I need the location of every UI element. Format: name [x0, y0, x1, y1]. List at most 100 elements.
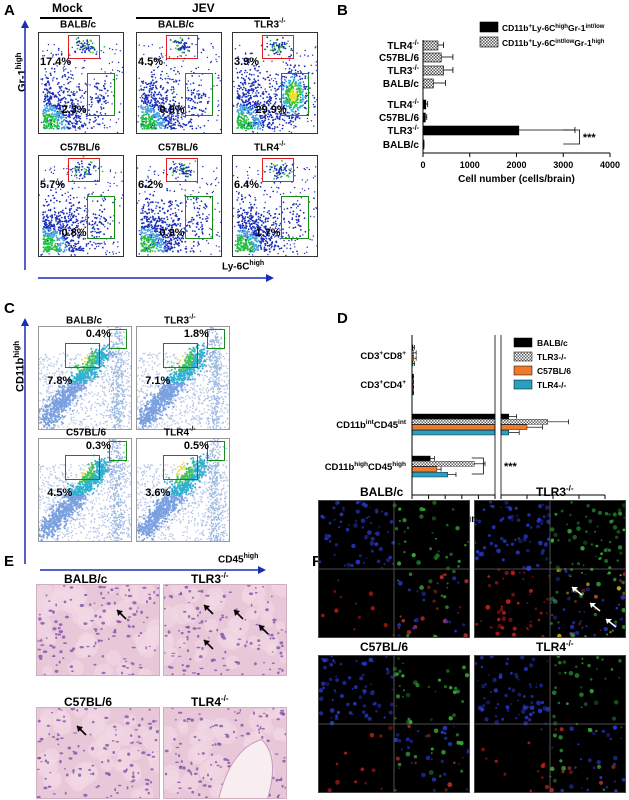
bar: [422, 40, 439, 51]
green-gate: [184, 196, 214, 239]
legend-label: TLR4-/-: [537, 380, 566, 390]
legend-label: CD11b+Ly-6Cint/lowGr-1high: [502, 38, 605, 48]
bar: [411, 419, 496, 425]
category-label: C57BL/6: [379, 113, 419, 124]
red-gate: [262, 35, 295, 59]
green-gate: [206, 329, 226, 350]
legend-label: BALB/c: [537, 338, 568, 348]
plot-title-text: BALB/c: [158, 19, 195, 31]
legend-label: C57BL/6: [537, 366, 571, 376]
red-gate-percent: 3.6%: [145, 486, 171, 499]
plot-title-sup: -/-: [189, 426, 196, 433]
red-gate: [64, 455, 100, 480]
flow-scatter-plot: [136, 32, 222, 134]
legend-swatch: [513, 351, 533, 362]
group-jev-label: JEV: [192, 1, 215, 15]
red-gate-percent: 6.2%: [138, 179, 164, 191]
panel-a-plot-title: TLR4-/-: [254, 141, 286, 153]
green-gate: [108, 329, 128, 350]
panel-e-letter: E: [4, 553, 15, 570]
plot-title-sup: -/-: [279, 18, 286, 25]
green-gate-percent: 1.7%: [255, 227, 281, 239]
if-quadrants: [319, 656, 469, 792]
if-title: BALB/c: [360, 484, 403, 499]
category-label: TLR4-/-: [387, 40, 419, 52]
category-label: BALB/c: [383, 79, 420, 90]
bar: [422, 78, 434, 89]
flow-density-plot: [136, 326, 230, 430]
flow-dots: [137, 37, 221, 133]
red-gate: [166, 35, 199, 59]
panel-a-plot-title: C57BL/6: [60, 141, 100, 153]
legend-swatch: [479, 21, 499, 33]
red-gate: [68, 158, 101, 182]
he-stain-texture: [37, 585, 159, 675]
green-gate: [280, 73, 310, 116]
red-gate-percent: 4.5%: [47, 486, 73, 499]
plot-title-text: C57BL/6: [66, 427, 107, 439]
category-label: TLR3-/-: [387, 125, 419, 137]
panel-c-x-arrow: [40, 566, 266, 574]
category-label: C57BL/6: [379, 53, 419, 64]
panel-a-x-axis-label: Ly-6Chigh: [222, 260, 265, 273]
x-tick-label: 3000: [553, 160, 573, 170]
he-stain-image: [163, 707, 287, 799]
if-title: TLR4-/-: [536, 639, 574, 654]
red-gate-percent: 17.4%: [40, 56, 72, 68]
if-title-text: TLR3: [536, 485, 566, 499]
legend-label: TLR3-/-: [537, 352, 566, 362]
bar: [422, 125, 520, 136]
green-gate-percent: 0.9%: [159, 227, 185, 239]
panel-c-letter: C: [4, 300, 15, 317]
flow-density-dots: [137, 439, 229, 541]
x-tick-label: 1000: [460, 160, 480, 170]
category-label: TLR3-/-: [387, 65, 419, 77]
immunofluorescence-image: [474, 655, 626, 793]
panel-d-letter: D: [337, 310, 348, 327]
flow-dots: [233, 160, 317, 256]
panel-b-chart: TLR4-/-C57BL/6TLR3-/-BALB/cTLR4-/-C57BL/…: [379, 21, 620, 185]
bar-segment: [500, 413, 510, 420]
red-gate: [64, 343, 100, 368]
significance-stars: ***: [583, 132, 597, 144]
if-title: TLR3-/-: [536, 484, 574, 499]
category-label: CD11bhighCD45high: [325, 461, 406, 473]
bar: [411, 466, 438, 472]
plot-title-text: TLR3: [164, 315, 189, 327]
group-mock-label: Mock: [52, 1, 83, 15]
histology-title-text: TLR4: [191, 695, 221, 709]
plot-title-text: C57BL/6: [158, 142, 199, 154]
significance-bracket: [563, 129, 581, 145]
panel-b-letter: B: [337, 2, 348, 19]
flow-scatter-plot: [232, 155, 318, 257]
significance-bracket: [471, 457, 484, 475]
red-gate-percent: 7.1%: [145, 374, 171, 387]
x-axis-label: Cell number (cells/brain): [458, 174, 575, 185]
plot-title-text: TLR4: [254, 142, 279, 154]
flow-scatter-plot: [232, 32, 318, 134]
plot-title-sup: -/-: [279, 141, 286, 148]
category-label: CD3+CD4+: [360, 379, 406, 391]
immunofluorescence-image: [474, 500, 626, 638]
green-gate-percent: 0.4%: [85, 328, 111, 340]
green-gate-percent: 0.3%: [85, 440, 111, 452]
immunofluorescence-image: [318, 500, 470, 638]
panel-a-plot-title: BALB/c: [60, 18, 96, 30]
category-label: TLR4-/-: [387, 99, 419, 111]
legend-swatch: [513, 365, 533, 376]
category-label: BALB/c: [383, 140, 420, 151]
if-title-text: BALB/c: [360, 485, 404, 499]
green-gate: [280, 196, 310, 239]
he-stain-image: [163, 584, 287, 676]
flow-density-plot: [38, 438, 132, 542]
plot-title-text: BALB/c: [66, 315, 103, 327]
panel-c-plot-title: TLR3-/-: [164, 314, 196, 326]
legend-swatch: [513, 379, 533, 390]
if-title-sup: -/-: [566, 639, 574, 648]
group-jev-line: [136, 17, 270, 19]
he-stain-image: [36, 707, 160, 799]
bar-segment: [500, 429, 510, 436]
bar: [422, 65, 444, 76]
panel-c-y-arrow: [21, 318, 29, 564]
category-label: CD11bintCD45int: [336, 419, 407, 431]
